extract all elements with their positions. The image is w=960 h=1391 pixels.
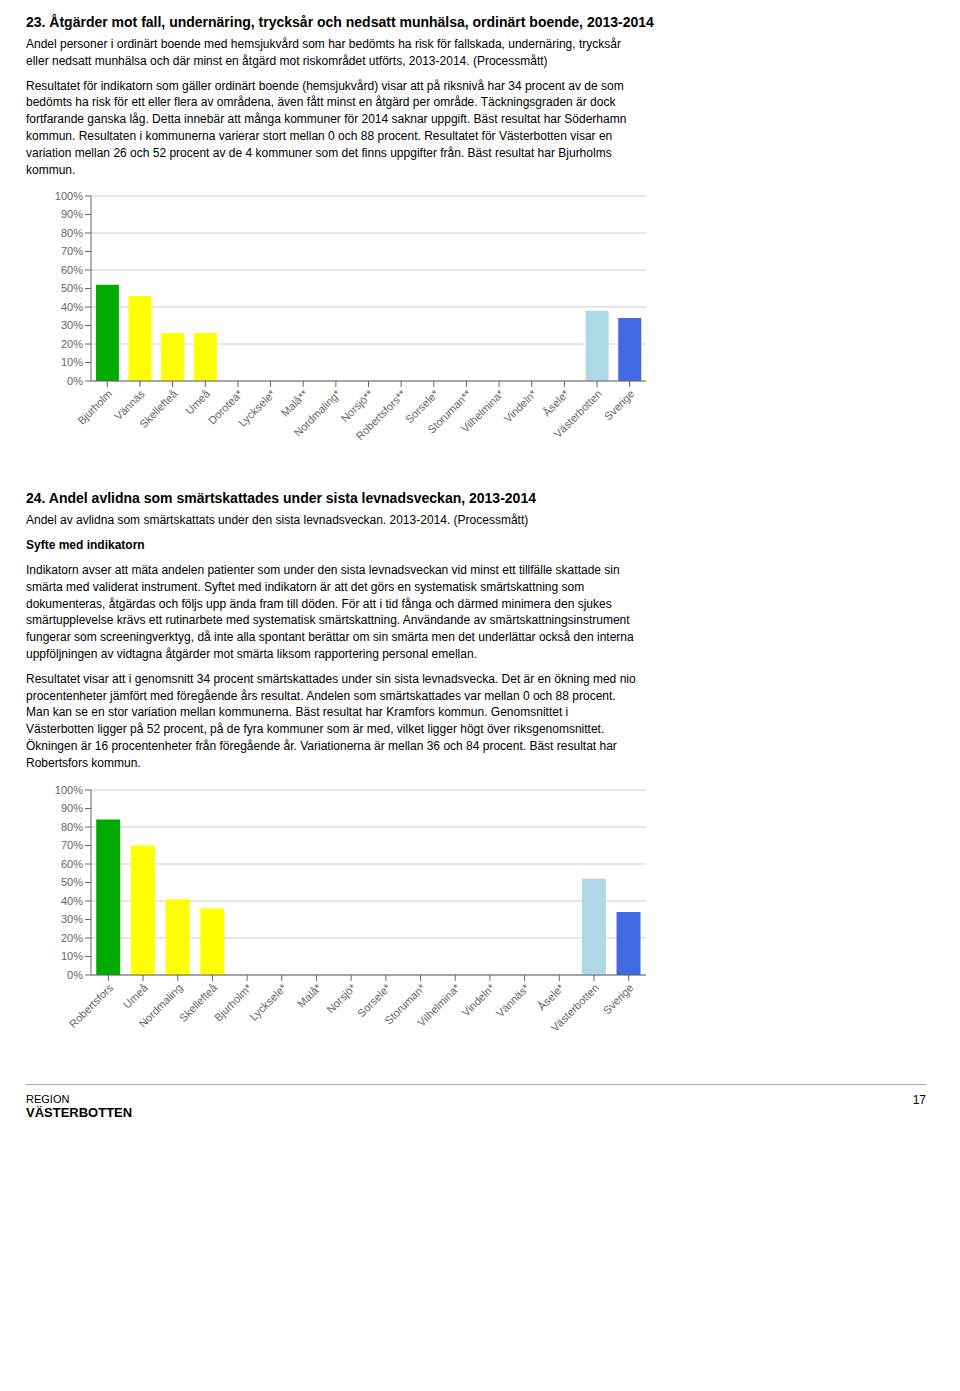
svg-text:80%: 80% (61, 227, 83, 239)
svg-text:10%: 10% (61, 357, 83, 369)
svg-text:30%: 30% (61, 913, 83, 925)
html-text:Syfte med indikatorn: Syfte med indikatorn (26, 538, 145, 553)
svg-text:0%: 0% (67, 968, 83, 980)
svg-text:100%: 100% (55, 190, 83, 202)
svg-text:Umeå: Umeå (183, 387, 213, 417)
svg-text:Sverige: Sverige (601, 981, 636, 1016)
svg-text:Västerbotten: Västerbotten (551, 388, 604, 441)
svg-text:Malå*: Malå* (295, 980, 324, 1009)
svg-text:Skellefteå: Skellefteå (176, 981, 220, 1024)
svg-text:Nordmaling*: Nordmaling* (292, 387, 344, 439)
svg-text:40%: 40% (61, 894, 83, 906)
svg-text:Norsjö*: Norsjö* (324, 980, 358, 1014)
html-text:Indikatorn avser att mäta ande: Indikatorn avser att mäta andelen patien… (26, 563, 634, 661)
svg-text:50%: 50% (61, 283, 83, 295)
svg-text:Skellefteå: Skellefteå (137, 387, 180, 430)
svg-text:80%: 80% (61, 820, 83, 832)
svg-text:Storuman**: Storuman** (425, 387, 474, 437)
svg-text:Norsjö**: Norsjö** (338, 387, 376, 425)
html-text:23. Åtgärder mot fall, undernä: 23. Åtgärder mot fall, undernäring, tryc… (26, 14, 654, 30)
svg-text:Malå**: Malå** (279, 387, 311, 419)
svg-text:40%: 40% (61, 301, 83, 313)
html-text:17: 17 (912, 1092, 926, 1107)
html-text:VÄSTERBOTTEN: VÄSTERBOTTEN (26, 1104, 133, 1120)
svg-text:Vilhelmina*: Vilhelmina* (459, 387, 507, 435)
html-text:Resultatet visar att i genomsn: Resultatet visar att i genomsnitt 34 pro… (26, 671, 636, 770)
html-text:REGION: REGION (26, 1092, 70, 1105)
svg-text:60%: 60% (61, 264, 83, 276)
svg-text:Nordmaling: Nordmaling (136, 981, 184, 1029)
html-text:Andel personer i ordinärt boen: Andel personer i ordinärt boende med hem… (26, 37, 621, 68)
svg-text:Storuman*: Storuman* (382, 981, 428, 1027)
svg-text:Vilhelmina*: Vilhelmina* (415, 980, 463, 1028)
svg-text:Vindeln*: Vindeln* (501, 387, 539, 425)
svg-text:0%: 0% (67, 375, 83, 387)
html-text:24. Andel avlidna som smärtska: 24. Andel avlidna som smärtskattades und… (26, 490, 536, 507)
svg-text:Robertsfors: Robertsfors (67, 981, 116, 1030)
svg-text:Sverige: Sverige (602, 388, 637, 423)
svg-text:50%: 50% (61, 876, 83, 888)
svg-text:30%: 30% (61, 320, 83, 332)
svg-text:Lycksele*: Lycksele* (247, 980, 289, 1022)
svg-text:70%: 70% (61, 839, 83, 851)
svg-text:60%: 60% (61, 857, 83, 869)
svg-text:20%: 20% (61, 338, 83, 350)
svg-text:Vännäs*: Vännäs* (494, 980, 532, 1018)
svg-text:70%: 70% (61, 246, 83, 258)
svg-text:90%: 90% (61, 802, 83, 814)
svg-text:Åsele*: Åsele* (540, 387, 571, 418)
html-text:Resultatet för indikatorn som: Resultatet för indikatorn som gäller ord… (26, 78, 627, 177)
svg-text:Bjurholm*: Bjurholm* (212, 980, 255, 1023)
svg-text:Bjurholm: Bjurholm (75, 388, 114, 427)
svg-text:Sorsele*: Sorsele* (402, 387, 441, 426)
svg-text:Sorsele*: Sorsele* (354, 981, 393, 1019)
svg-text:Vännäs: Vännäs (112, 387, 147, 423)
svg-text:Umeå: Umeå (121, 980, 151, 1010)
svg-text:Lycksele*: Lycksele* (236, 387, 278, 429)
svg-text:100%: 100% (55, 783, 83, 795)
html-text:Andel av avlidna som smärtskat: Andel av avlidna som smärtskattats under… (26, 513, 529, 528)
svg-text:10%: 10% (61, 950, 83, 962)
svg-text:90%: 90% (61, 209, 83, 221)
svg-text:20%: 20% (61, 931, 83, 943)
svg-text:Vindeln*: Vindeln* (460, 980, 498, 1018)
svg-text:Robertsfors**: Robertsfors** (353, 387, 408, 442)
svg-text:Dorotea*: Dorotea* (205, 387, 245, 427)
svg-text:Västerbotten: Västerbotten (548, 981, 601, 1034)
svg-text:Åsele*: Åsele* (535, 980, 566, 1011)
